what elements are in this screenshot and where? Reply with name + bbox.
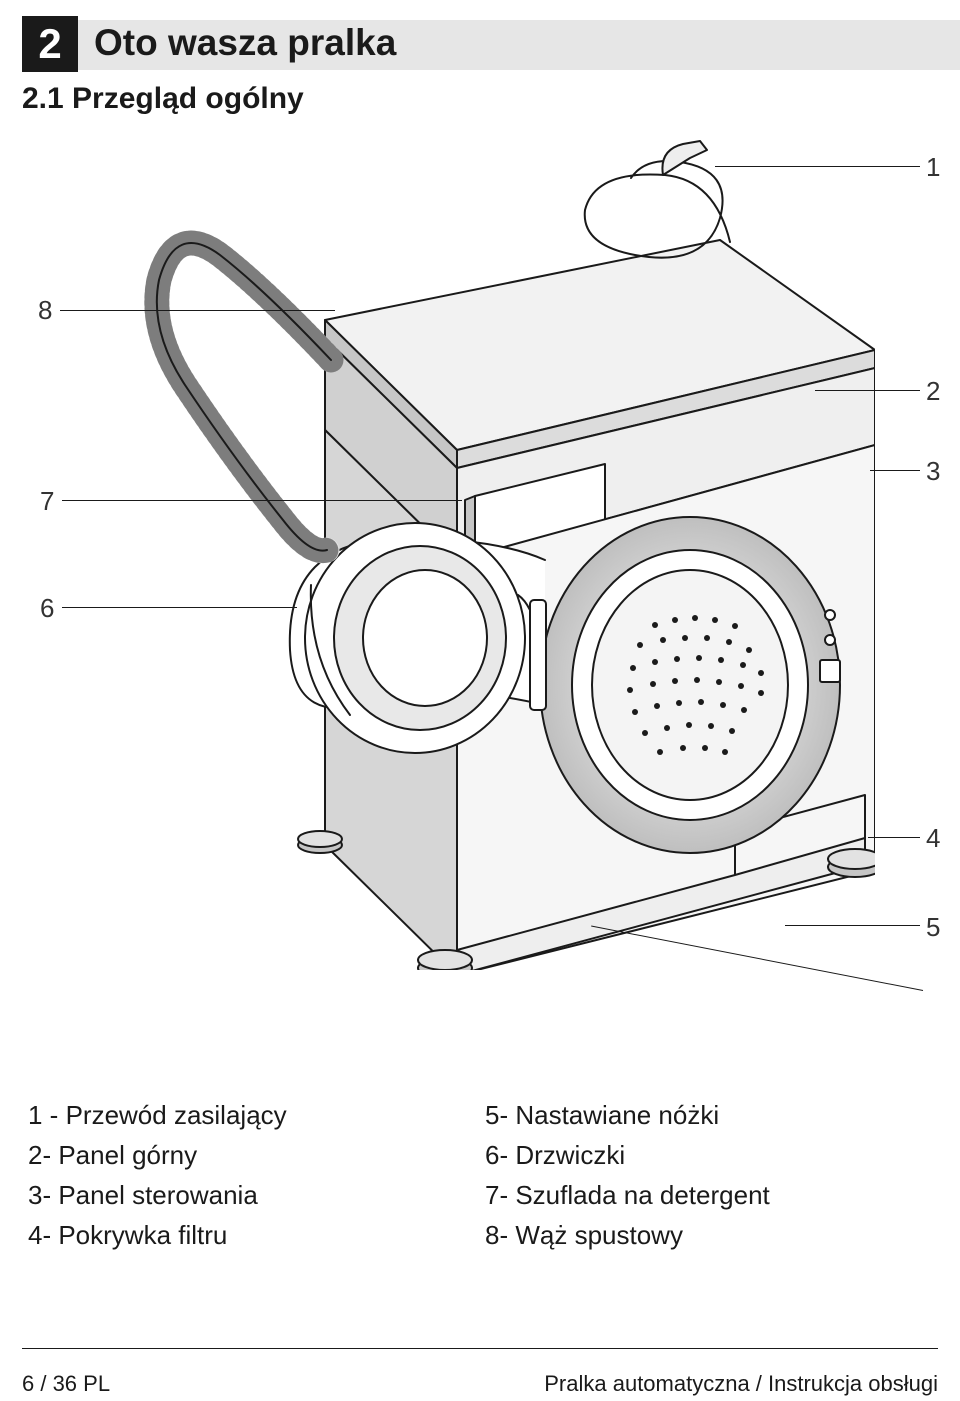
callout-7: 7	[40, 486, 54, 517]
subheading: 2.1 Przegląd ogólny	[22, 82, 304, 116]
footer-doc-title: Pralka automatyczna / Instrukcja obsługi	[544, 1371, 938, 1397]
leader-3	[870, 470, 920, 471]
leader-2	[815, 390, 920, 391]
callout-3: 3	[926, 456, 940, 487]
legend-item: 4- Pokrywka filtru	[28, 1215, 287, 1255]
callout-5: 5	[926, 912, 940, 943]
callout-8: 8	[38, 295, 52, 326]
legend-left: 1 - Przewód zasilający 2- Panel górny 3-…	[28, 1095, 287, 1255]
callout-6: 6	[40, 593, 54, 624]
leader-8	[60, 310, 335, 311]
leader-7	[62, 500, 462, 501]
leader-1	[715, 166, 920, 167]
chapter-number-box: 2	[22, 16, 78, 72]
legend-item: 6- Drzwiczki	[485, 1135, 770, 1175]
legend-item: 7- Szuflada na detergent	[485, 1175, 770, 1215]
legend-item: 1 - Przewód zasilający	[28, 1095, 287, 1135]
legend-item: 5- Nastawiane nóżki	[485, 1095, 770, 1135]
legend-item: 2- Panel górny	[28, 1135, 287, 1175]
legend-item: 3- Panel sterowania	[28, 1175, 287, 1215]
footer-page: 6 / 36 PL	[22, 1371, 110, 1397]
chapter-number: 2	[38, 20, 61, 68]
callout-1: 1	[926, 152, 940, 183]
chapter-title: Oto wasza pralka	[94, 22, 396, 64]
callout-2: 2	[926, 376, 940, 407]
leader-5a	[785, 925, 920, 926]
legend-right: 5- Nastawiane nóżki 6- Drzwiczki 7- Szuf…	[485, 1095, 770, 1255]
leader-4	[868, 837, 920, 838]
legend-item: 8- Wąż spustowy	[485, 1215, 770, 1255]
callout-4: 4	[926, 823, 940, 854]
leader-6	[62, 607, 297, 608]
footer-rule	[22, 1348, 938, 1367]
washer-diagram	[135, 140, 875, 970]
